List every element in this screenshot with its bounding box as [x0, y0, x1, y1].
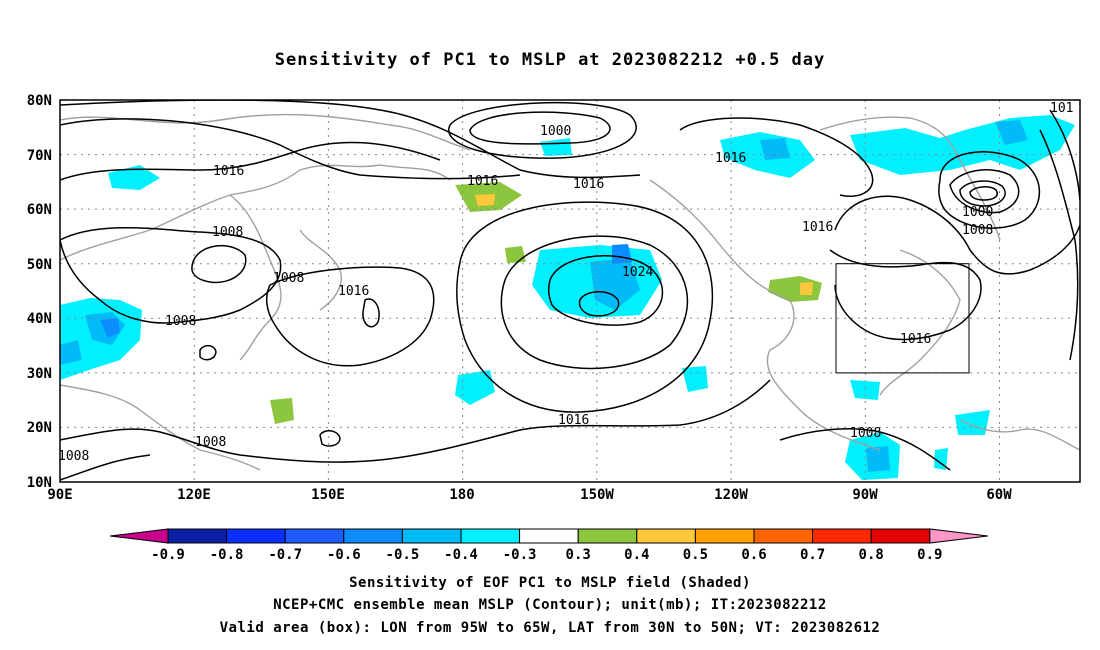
lon-label-60w: 60W: [986, 487, 1012, 503]
colorbar-swatch: [401, 528, 462, 544]
contour-label: 1016: [467, 174, 498, 189]
coastlines: [60, 113, 1080, 471]
lat-label-50n: 50N: [27, 257, 52, 273]
mslp-contours: [60, 100, 1080, 481]
colorbar-tick-label: 0.3: [566, 547, 591, 563]
colorbar: -0.9 -0.8 -0.7 -0.6 -0.5 -0.4 -0.3 0.3 0.4 0.5 0.6…: [109, 528, 988, 563]
contour-label: 1016: [802, 220, 833, 235]
colorbar-swatch: [460, 528, 521, 544]
colorbar-swatch: [167, 528, 228, 544]
lon-label-150w: 150W: [580, 487, 614, 503]
map-frame: [59, 99, 1081, 483]
colorbar-tick-label: 0.5: [683, 547, 708, 563]
contour-label: 1016: [900, 332, 931, 347]
colorbar-swatch: [577, 528, 638, 544]
valid-area-box: [835, 263, 970, 374]
colorbar-swatch: [694, 528, 755, 544]
lon-label-90e: 90E: [47, 487, 72, 503]
colorbar-tick-label: 0.8: [859, 547, 884, 563]
colorbar-tick-label: -0.7: [268, 547, 302, 563]
colorbar-swatch: [343, 528, 403, 544]
colorbar-tick-label: 0.4: [624, 547, 649, 563]
lat-label-20n: 20N: [27, 420, 52, 436]
colorbar-tick-label: -0.8: [210, 547, 244, 563]
colorbar-tick-label: -0.3: [503, 547, 537, 563]
colorbar-tick-label: -0.6: [327, 547, 361, 563]
colorbar-swatch: [870, 528, 931, 544]
contour-label: 101: [1050, 101, 1073, 116]
contour-label: 1008: [58, 449, 89, 464]
contour-label: 1016: [573, 177, 604, 192]
contour-label: 1024: [622, 265, 653, 280]
lat-label-10n: 10N: [27, 475, 52, 491]
colorbar-high-end: [929, 528, 988, 544]
lat-label-80n: 80N: [27, 93, 52, 109]
contour-label: 1008: [195, 435, 226, 450]
caption-valid-area: Valid area (box): LON from 95W to 65W, L…: [219, 620, 881, 636]
colorbar-tick-label: -0.4: [444, 547, 478, 563]
colorbar-low-end: [109, 528, 169, 544]
lon-label-120e: 120E: [177, 487, 211, 503]
graticule: [60, 100, 1080, 482]
contour-label: 1000: [962, 205, 993, 220]
contour-label: 1008: [273, 271, 304, 286]
lat-label-70n: 70N: [27, 148, 52, 164]
contour-label: 1016: [558, 413, 589, 428]
colorbar-swatch: [636, 528, 696, 544]
contour-label: 1008: [212, 225, 243, 240]
caption-shading: Sensitivity of EOF PC1 to MSLP field (Sh…: [349, 575, 751, 591]
lon-label-180: 180: [449, 487, 474, 503]
colorbar-swatch: [753, 528, 814, 544]
colorbar-tick-label: 0.9: [917, 547, 942, 563]
lon-label-90w: 90W: [852, 487, 878, 503]
contour-label: 1008: [962, 223, 993, 238]
lat-label-30n: 30N: [27, 366, 52, 382]
contour-label: 1016: [213, 164, 244, 179]
contour-label: 1016: [338, 284, 369, 299]
colorbar-tick-label: 0.7: [800, 547, 825, 563]
contour-label: 1008: [850, 426, 881, 441]
colorbar-swatch: [226, 528, 286, 544]
caption-contour: NCEP+CMC ensemble mean MSLP (Contour); u…: [273, 597, 827, 613]
chart-title: Sensitivity of PC1 to MSLP at 2023082212…: [274, 50, 826, 70]
colorbar-tick-label: 0.6: [741, 547, 766, 563]
colorbar-swatch: [284, 528, 345, 544]
lon-label-120w: 120W: [714, 487, 748, 503]
colorbar-tick-label: -0.9: [151, 547, 185, 563]
colorbar-swatch: [519, 528, 579, 544]
contour-label: 1000: [540, 124, 571, 139]
lat-label-60n: 60N: [27, 202, 52, 218]
contour-label: 1016: [715, 151, 746, 166]
contour-label: 1008: [165, 314, 196, 329]
colorbar-swatch: [812, 528, 872, 544]
lon-label-150e: 150E: [311, 487, 345, 503]
lat-label-40n: 40N: [27, 311, 52, 327]
colorbar-tick-label: -0.5: [386, 547, 420, 563]
